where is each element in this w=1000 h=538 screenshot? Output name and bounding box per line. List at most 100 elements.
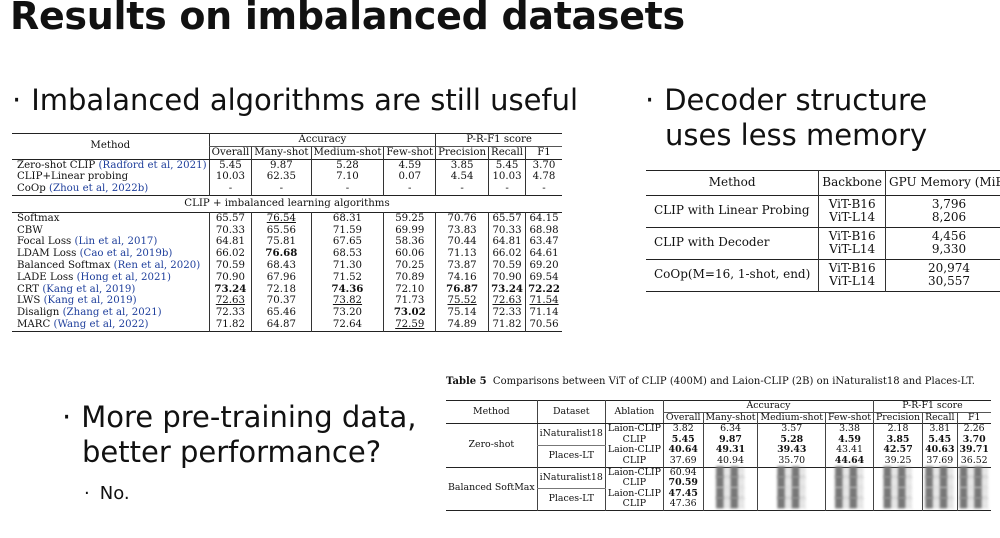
value-cell: 60.06 — [383, 248, 436, 260]
obscured-value-cell: █░█░ — [956, 477, 991, 489]
col-header: Medium-shot — [310, 146, 384, 160]
value-cell: 49.31 — [702, 445, 758, 456]
value-cell: 73.24 — [488, 283, 526, 296]
method-cell: CoOp(M=16, 1-shot, end) — [654, 267, 811, 282]
col-group-prf: P-R-F1 score — [872, 400, 991, 413]
method-cell: Balanced Softmax (Ren et al, 2020) — [12, 260, 209, 272]
value-cell: 5.45 — [662, 434, 704, 446]
value-cell: 73.87 — [435, 259, 489, 272]
value-cell: 73.24 — [208, 283, 252, 296]
blurred-value: █░█░ — [716, 498, 745, 510]
memory-value: 8,206 — [931, 210, 967, 224]
value-cell: 0.07 — [383, 171, 436, 184]
value-cell: 65.57 — [208, 212, 252, 225]
caption-text: Comparisons between ViT of CLIP (400M) a… — [492, 376, 975, 387]
memory-value: 20,974 — [928, 260, 970, 275]
value-cell: 70.90 — [488, 271, 526, 284]
value-cell: 70.59 — [208, 259, 252, 272]
value-cell: 76.54 — [251, 212, 311, 225]
backbone-value: ViT-L14 — [829, 242, 876, 256]
table-row: CRT (Kang et al, 2019) 73.24 72.18 74.36 72.… — [12, 283, 562, 296]
obscured-value-cell: █░█░ — [757, 488, 826, 500]
value-cell: - — [435, 183, 489, 196]
bullet-pretraining-data: · More pre-training data, better performa… — [62, 400, 416, 471]
value-cell: 72.10 — [383, 283, 436, 296]
value-cell: 64.81 — [488, 236, 526, 249]
col-group-prf: P-R-F1 score — [435, 133, 562, 147]
method-name: LWS — [17, 295, 44, 307]
value-cell: 4.78 — [525, 171, 562, 184]
obscured-value-cell: █░█░ — [872, 487, 923, 500]
value-cell: 60.94 — [662, 467, 704, 479]
value-cell: 72.33 — [488, 307, 526, 319]
obscured-value-cell: █░█░ — [825, 498, 874, 511]
method-name: CLIP+Linear probing — [17, 171, 129, 183]
obscured-value-cell: █░█░ — [757, 499, 826, 511]
obscured-value-cell: █░█░ — [702, 477, 758, 489]
method-cell: Zero-shot CLIP (Radford et al, 2021) — [12, 159, 209, 171]
method-cell: CLIP+Linear probing — [12, 171, 209, 183]
table-row: CLIP 70.59 █░█░ █░█░ █░█░ █░█░ █░█░ █░█░ — [446, 477, 991, 489]
blurred-value: █░█░ — [835, 477, 864, 489]
value-cell: 71.82 — [208, 318, 252, 332]
dataset-cell: Places-LT — [536, 445, 606, 468]
table-row: Balanced SoftMax iNaturalist18 Laion-CLIP 6… — [446, 467, 991, 493]
value-cell: 75.14 — [435, 307, 489, 319]
imbalanced-results-table: Method Accuracy P-R-F1 score Overall Man… — [12, 133, 562, 332]
backbone-cell: ViT-B16 ViT-L14 — [818, 259, 886, 291]
value-cell: 72.63 — [488, 295, 526, 308]
memory-value: 3,796 — [931, 196, 967, 211]
method-name: Balanced Softmax — [17, 259, 114, 271]
method-citation: (Lin et al, 2017) — [74, 236, 158, 248]
value-cell: 71.54 — [525, 295, 562, 308]
dataset-cell: Places-LT — [536, 488, 606, 511]
col-method: Method — [12, 133, 210, 160]
value-cell: 10.03 — [488, 171, 526, 184]
value-cell: 68.43 — [251, 259, 311, 272]
value-cell: 5.45 — [922, 434, 958, 446]
col-header: Overall — [208, 146, 252, 160]
method-cell: LWS (Kang et al, 2019) — [12, 295, 209, 307]
value-cell: 37.69 — [662, 455, 704, 468]
value-cell: 64.61 — [525, 248, 562, 260]
value-cell: 42.57 — [872, 445, 923, 456]
value-cell: 47.45 — [662, 488, 704, 500]
method-cell: LADE Loss (Hong et al, 2021) — [12, 272, 209, 284]
col-header: Medium-shot — [757, 412, 826, 424]
method-name: Focal Loss — [17, 236, 75, 248]
method-name: Disalign — [17, 307, 63, 319]
value-cell: 47.36 — [662, 498, 704, 511]
value-cell: 67.96 — [251, 271, 311, 284]
value-cell: 70.33 — [208, 224, 252, 237]
blurred-value: █░█░ — [835, 498, 864, 510]
memory-value: 9,330 — [931, 242, 967, 256]
table-row: LWS (Kang et al, 2019) 72.63 70.37 73.82 71.… — [12, 295, 562, 308]
table-row: CLIP with Decoder ViT-B16 ViT-L14 4,456 9,33… — [646, 227, 1000, 259]
value-cell: 68.98 — [525, 224, 562, 237]
backbone-value: ViT-B16 — [828, 228, 876, 243]
value-cell: 76.68 — [251, 247, 311, 260]
value-cell: 68.53 — [310, 248, 384, 260]
blurred-value: █░█░ — [883, 487, 913, 499]
method-citation: (Hong et al, 2021) — [76, 271, 171, 283]
bullet-text: Imbalanced algorithms are still useful — [31, 83, 579, 117]
obscured-value-cell: █░█░ — [702, 467, 758, 479]
bullet-text-line1: More pre-training data, — [81, 400, 417, 434]
value-cell: 3.82 — [662, 423, 704, 435]
value-cell: 70.90 — [208, 271, 252, 284]
method-name: LDAM Loss — [17, 248, 80, 260]
value-cell: 37.69 — [922, 455, 958, 468]
value-cell: 3.70 — [956, 434, 991, 446]
col-header: F1 — [956, 412, 991, 424]
table-row: Focal Loss (Lin et al, 2017) 64.81 75.81 67… — [12, 236, 562, 249]
col-backbone: Backbone — [818, 170, 886, 195]
method-name: CoOp — [17, 183, 50, 195]
obscured-value-cell: █░█░ — [757, 477, 826, 489]
bullet-text-line1: Decoder structure — [664, 83, 928, 117]
value-cell: 39.43 — [757, 445, 826, 456]
value-cell: - — [383, 183, 436, 196]
ablation-cell: Laion-CLIP — [604, 467, 664, 479]
table-row: CoOp (Zhou et al, 2022b) - - - - - - - — [12, 183, 562, 196]
obscured-value-cell: █░█░ — [922, 467, 958, 479]
backbone-value: ViT-B16 — [828, 196, 876, 211]
